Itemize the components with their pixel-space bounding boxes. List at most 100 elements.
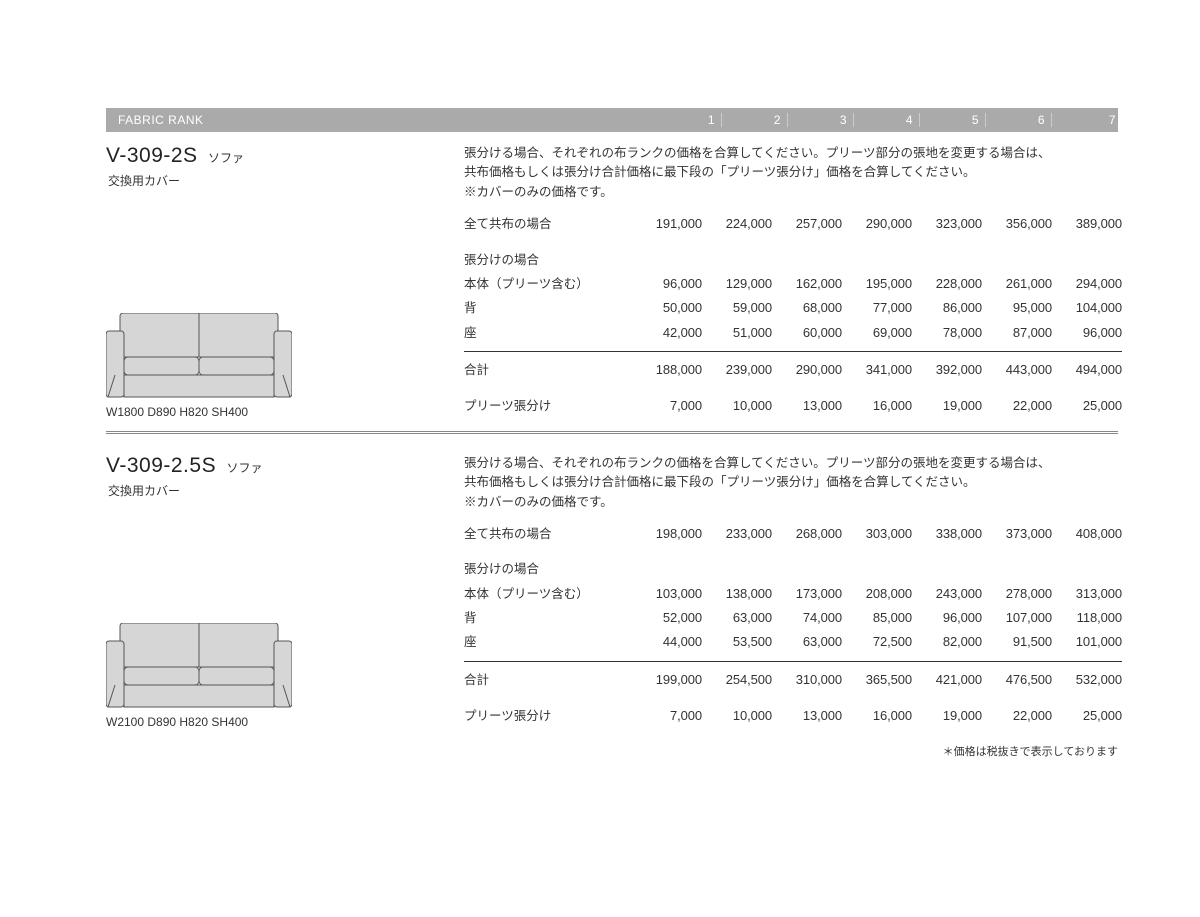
price-row-pleats: プリーツ張分け 7,000 10,000 13,000 16,000 19,00… (464, 704, 1122, 728)
rank-col: 4 (854, 113, 920, 127)
price-row-body: 本体（プリーツ含む） 103,000 138,000 173,000 208,0… (464, 582, 1122, 606)
price-cell: 421,000 (912, 670, 982, 690)
price-cell: 129,000 (702, 274, 772, 294)
product-dimensions: W2100 D890 H820 SH400 (106, 715, 464, 729)
price-row-back: 背 52,000 63,000 74,000 85,000 96,000 107… (464, 606, 1122, 630)
price-cell: 365,500 (842, 670, 912, 690)
price-cell: 22,000 (982, 396, 1052, 416)
price-cell: 532,000 (1052, 670, 1122, 690)
product-block: V-309-2.5S ソファ 交換用カバー (106, 442, 1118, 729)
rank-col: 6 (986, 113, 1052, 127)
tax-footnote: ＊価格は税抜きで表示しております (106, 743, 1118, 759)
price-row-all-same: 全て共布の場合 191,000 224,000 257,000 290,000 … (464, 212, 1122, 236)
product-divider (106, 431, 1118, 434)
price-cell: 313,000 (1052, 584, 1122, 604)
price-cell: 78,000 (912, 323, 982, 343)
price-cell: 303,000 (842, 524, 912, 544)
price-cell: 96,000 (912, 608, 982, 628)
product-note: 張分ける場合、それぞれの布ランクの価格を合算してください。プリーツ部分の張地を変… (464, 454, 1122, 512)
price-cell: 208,000 (842, 584, 912, 604)
price-cell: 85,000 (842, 608, 912, 628)
product-note: 張分ける場合、それぞれの布ランクの価格を合算してください。プリーツ部分の張地を変… (464, 144, 1122, 202)
price-cell: 10,000 (702, 706, 772, 726)
price-cell: 60,000 (772, 323, 842, 343)
price-row-total: 合計 199,000 254,500 310,000 365,500 421,0… (464, 668, 1122, 692)
product-model: V-309-2S (106, 144, 198, 167)
price-cell: 50,000 (632, 298, 702, 318)
product-type: ソファ (208, 151, 244, 165)
price-cell: 195,000 (842, 274, 912, 294)
price-cell: 69,000 (842, 323, 912, 343)
price-cell: 74,000 (772, 608, 842, 628)
rank-col: 1 (656, 113, 722, 127)
rank-col: 3 (788, 113, 854, 127)
price-cell: 118,000 (1052, 608, 1122, 628)
price-cell: 87,000 (982, 323, 1052, 343)
fabric-rank-numbers: 1 2 3 4 5 6 7 (656, 113, 1122, 127)
price-cell: 42,000 (632, 323, 702, 343)
sofa-icon (106, 313, 292, 399)
price-cell: 239,000 (702, 360, 772, 380)
price-cell: 254,500 (702, 670, 772, 690)
price-cell: 53,500 (702, 632, 772, 652)
rank-col: 2 (722, 113, 788, 127)
price-cell: 199,000 (632, 670, 702, 690)
price-cell: 389,000 (1052, 214, 1122, 234)
price-cell: 476,500 (982, 670, 1052, 690)
price-cell: 19,000 (912, 396, 982, 416)
price-row-seat: 座 42,000 51,000 60,000 69,000 78,000 87,… (464, 321, 1122, 345)
sofa-icon (106, 623, 292, 709)
price-row-total: 合計 188,000 239,000 290,000 341,000 392,0… (464, 358, 1122, 382)
price-cell: 59,000 (702, 298, 772, 318)
price-cell: 392,000 (912, 360, 982, 380)
price-cell: 86,000 (912, 298, 982, 318)
price-cell: 10,000 (702, 396, 772, 416)
divider (464, 661, 1122, 662)
split-heading: 張分けの場合 (464, 251, 1122, 270)
price-row-all-same: 全て共布の場合 198,000 233,000 268,000 303,000 … (464, 522, 1122, 546)
divider (464, 351, 1122, 352)
price-cell: 19,000 (912, 706, 982, 726)
price-cell: 44,000 (632, 632, 702, 652)
price-cell: 294,000 (1052, 274, 1122, 294)
price-cell: 95,000 (982, 298, 1052, 318)
price-cell: 104,000 (1052, 298, 1122, 318)
product-model: V-309-2.5S (106, 454, 216, 477)
price-cell: 96,000 (632, 274, 702, 294)
price-cell: 341,000 (842, 360, 912, 380)
price-cell: 25,000 (1052, 706, 1122, 726)
price-cell: 243,000 (912, 584, 982, 604)
price-row-pleats: プリーツ張分け 7,000 10,000 13,000 16,000 19,00… (464, 394, 1122, 418)
price-cell: 13,000 (772, 706, 842, 726)
price-cell: 51,000 (702, 323, 772, 343)
price-cell: 77,000 (842, 298, 912, 318)
price-cell: 25,000 (1052, 396, 1122, 416)
price-row-seat: 座 44,000 53,500 63,000 72,500 82,000 91,… (464, 630, 1122, 654)
price-cell: 191,000 (632, 214, 702, 234)
price-cell: 233,000 (702, 524, 772, 544)
price-cell: 188,000 (632, 360, 702, 380)
price-cell: 103,000 (632, 584, 702, 604)
price-row-back: 背 50,000 59,000 68,000 77,000 86,000 95,… (464, 296, 1122, 320)
price-cell: 91,500 (982, 632, 1052, 652)
price-cell: 268,000 (772, 524, 842, 544)
price-cell: 7,000 (632, 396, 702, 416)
price-cell: 162,000 (772, 274, 842, 294)
price-cell: 290,000 (842, 214, 912, 234)
price-cell: 16,000 (842, 706, 912, 726)
product-subtitle: 交換用カバー (108, 482, 464, 499)
price-cell: 63,000 (702, 608, 772, 628)
price-cell: 7,000 (632, 706, 702, 726)
price-cell: 68,000 (772, 298, 842, 318)
price-cell: 22,000 (982, 706, 1052, 726)
product-subtitle: 交換用カバー (108, 172, 464, 189)
product-block: V-309-2S ソファ 交換用カバー (106, 132, 1118, 419)
price-cell: 138,000 (702, 584, 772, 604)
price-cell: 82,000 (912, 632, 982, 652)
price-cell: 356,000 (982, 214, 1052, 234)
fabric-rank-label: FABRIC RANK (106, 113, 656, 127)
price-cell: 52,000 (632, 608, 702, 628)
product-dimensions: W1800 D890 H820 SH400 (106, 405, 464, 419)
price-row-body: 本体（プリーツ含む） 96,000 129,000 162,000 195,00… (464, 272, 1122, 296)
price-cell: 63,000 (772, 632, 842, 652)
